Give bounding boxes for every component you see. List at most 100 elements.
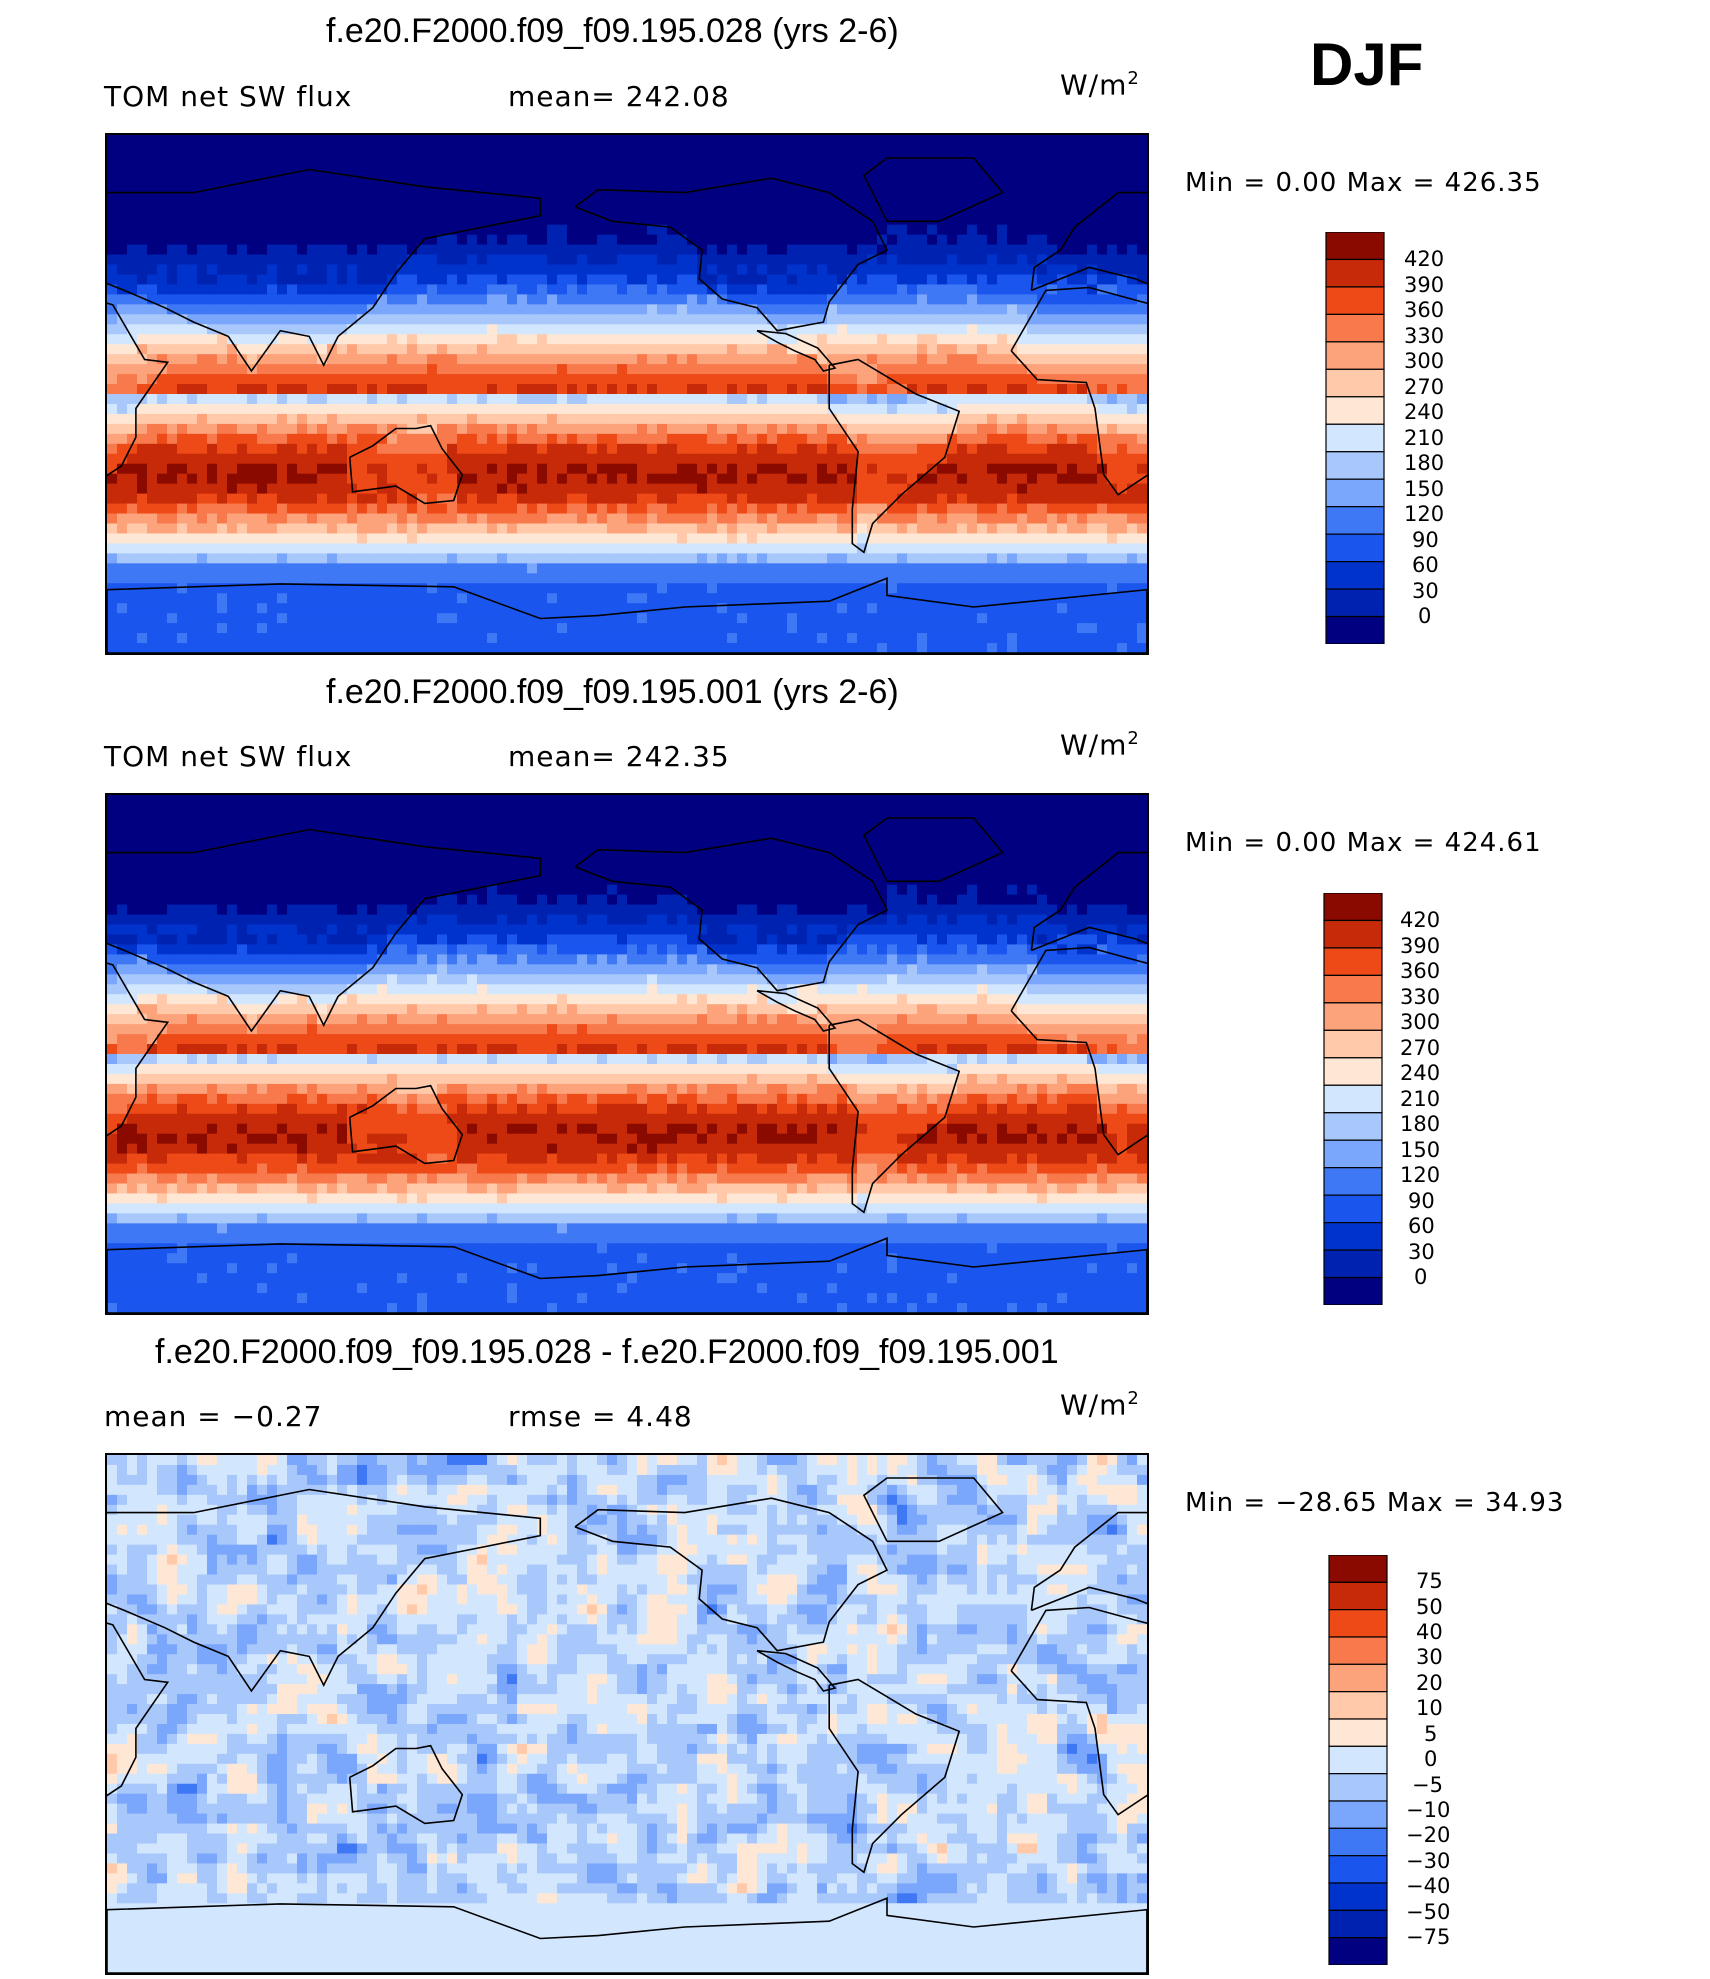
- map-cell: [197, 324, 208, 335]
- map-cell: [217, 234, 228, 246]
- map-cell: [837, 583, 848, 594]
- map-cell: [207, 234, 218, 246]
- map-cell: [207, 593, 218, 604]
- map-cell: [417, 433, 428, 445]
- map-cell: [337, 334, 348, 345]
- map-cell: [707, 344, 718, 355]
- map-cell: [1117, 523, 1128, 535]
- map-cell: [427, 344, 438, 355]
- map-cell: [497, 274, 508, 286]
- map-cell: [797, 433, 808, 445]
- map-cell: [1117, 583, 1128, 594]
- map-cell: [717, 533, 728, 545]
- map-cell: [847, 553, 858, 564]
- map-cell: [227, 294, 238, 305]
- map-cell: [157, 513, 168, 525]
- map-cell: [887, 513, 898, 525]
- map-cell: [757, 224, 768, 236]
- map-cell: [707, 264, 718, 276]
- map-cell: [1017, 324, 1028, 335]
- map-cell: [697, 473, 708, 485]
- map-cell: [707, 234, 718, 246]
- map-cell: [437, 264, 448, 276]
- map-cell: [957, 154, 968, 166]
- map-cell: [307, 294, 318, 305]
- map-cell: [647, 374, 658, 385]
- map-cell: [177, 583, 188, 594]
- map-cell: [967, 194, 978, 206]
- map-cell: [287, 553, 298, 564]
- map-cell: [347, 224, 358, 236]
- map-cell: [117, 224, 128, 236]
- map-cell: [497, 214, 508, 226]
- map-cell: [487, 324, 498, 335]
- map-cell: [657, 553, 668, 564]
- map-cell: [897, 254, 908, 266]
- map-cell: [777, 483, 788, 495]
- map-cell: [1107, 274, 1118, 286]
- map-cell: [1077, 364, 1088, 375]
- map-cell: [247, 433, 258, 445]
- map-cell: [137, 164, 148, 176]
- map-cell: [307, 344, 318, 355]
- map-cell: [427, 593, 438, 604]
- map-cell: [317, 164, 328, 176]
- map-cell: [937, 563, 948, 574]
- map-cell: [957, 164, 968, 176]
- map-cell: [807, 374, 818, 385]
- map-cell: [317, 433, 328, 445]
- map-cell: [577, 244, 588, 256]
- map-cell: [677, 334, 688, 345]
- map-cell: [177, 433, 188, 445]
- map-cell: [107, 543, 118, 554]
- map-cell: [597, 144, 608, 156]
- map-cell: [447, 493, 458, 505]
- map-cell: [337, 493, 348, 505]
- map-cell: [217, 413, 228, 425]
- map-cell: [977, 543, 988, 554]
- map-cell: [857, 144, 868, 156]
- map-cell: [817, 274, 828, 286]
- map-cell: [417, 453, 428, 465]
- map-cell: [907, 244, 918, 256]
- map-cell: [987, 324, 998, 335]
- map-cell: [487, 523, 498, 535]
- map-cell: [777, 523, 788, 535]
- map-cell: [587, 403, 598, 415]
- map-cell: [197, 433, 208, 445]
- map-cell: [537, 354, 548, 365]
- map-cell: [1137, 184, 1147, 196]
- map-cell: [887, 154, 898, 166]
- map-cell: [357, 214, 368, 226]
- map-cell: [1087, 513, 1098, 525]
- map-cell: [267, 503, 278, 515]
- map-cell: [697, 344, 708, 355]
- map-cell: [427, 284, 438, 295]
- map-cell: [277, 314, 288, 325]
- map-cell: [957, 403, 968, 415]
- map-cell: [327, 304, 338, 315]
- map-cell: [927, 194, 938, 206]
- map-cell: [427, 184, 438, 196]
- map-cell: [697, 135, 708, 146]
- map-cell: [607, 433, 618, 445]
- map-cell: [287, 334, 298, 345]
- map-cell: [577, 423, 588, 435]
- map-cell: [1117, 294, 1128, 305]
- map-cell: [447, 254, 458, 266]
- map-cell: [547, 184, 558, 196]
- map-cell: [827, 324, 838, 335]
- map-cell: [957, 513, 968, 525]
- map-cell: [917, 144, 928, 156]
- map-cell: [817, 234, 828, 246]
- map-cell: [677, 403, 688, 415]
- map-cell: [397, 304, 408, 315]
- map-cell: [907, 194, 918, 206]
- map-cell: [217, 324, 228, 335]
- map-cell: [237, 174, 248, 186]
- map-cell: [347, 314, 358, 325]
- map-cell: [727, 184, 738, 196]
- map-cell: [917, 463, 928, 475]
- map-cell: [1137, 543, 1147, 554]
- map-cell: [847, 354, 858, 365]
